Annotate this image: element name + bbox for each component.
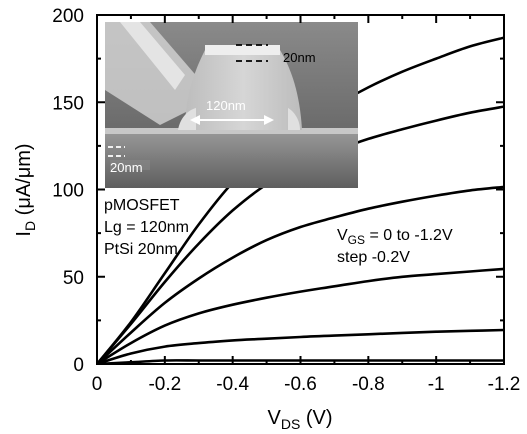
x-tick-label: -0.4 — [216, 374, 249, 395]
annotation-silicide: PtSi 20nm — [104, 241, 178, 258]
y-tick-label: 50 — [63, 268, 84, 289]
x-tick-label: -0.8 — [352, 374, 385, 395]
inset-arrow-head-right — [264, 115, 274, 125]
x-tick-label: -1.2 — [488, 374, 521, 395]
annotation-gate-length: Lg = 120nm — [104, 219, 189, 236]
x-tick-label: -1 — [428, 374, 445, 395]
x-tick-labels: 0 -0.2 -0.4 -0.6 -0.8 -1 -1.2 — [92, 374, 521, 395]
inset-arrow-head-left — [190, 115, 200, 125]
annotation-device-type: pMOSFET — [104, 197, 180, 214]
y-tick-label: 200 — [52, 6, 84, 27]
inset-label-top: 20nm — [283, 50, 316, 65]
tick-layer — [96, 14, 505, 365]
series-line-3 — [97, 185, 504, 364]
y-tick-label: 0 — [73, 355, 84, 376]
x-axis-title: VDS (V) — [267, 407, 332, 432]
sem-inset-image — [105, 22, 358, 188]
annotation-step: step -0.2V — [337, 249, 410, 266]
x-tick-label: -0.2 — [148, 374, 181, 395]
inset-label-width: 120nm — [206, 98, 246, 113]
y-axis-title: ID (μA/μm) — [13, 143, 38, 236]
y-tick-label: 100 — [52, 181, 84, 202]
x-tick-label: 0 — [92, 374, 103, 395]
annotation-vgs: VGS = 0 to -1.2V — [337, 227, 453, 247]
y-tick-labels: 0 50 100 150 200 — [52, 6, 84, 376]
series-line-2 — [97, 267, 504, 364]
inset-label-bottom: 20nm — [110, 160, 143, 175]
x-tick-label: -0.6 — [284, 374, 317, 395]
y-tick-label: 150 — [52, 93, 84, 114]
series-line-1 — [97, 328, 504, 364]
